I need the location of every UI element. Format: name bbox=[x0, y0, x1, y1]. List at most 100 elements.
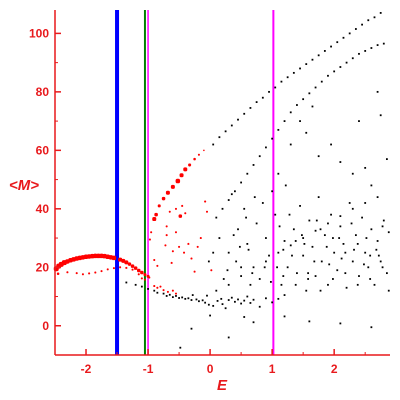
black-point bbox=[385, 272, 388, 275]
red-point bbox=[66, 271, 69, 274]
y-tick-label: 0 bbox=[42, 319, 49, 333]
black-point bbox=[379, 260, 382, 263]
black-point bbox=[333, 70, 336, 73]
red-point bbox=[179, 173, 184, 178]
black-point bbox=[332, 237, 334, 239]
red-point bbox=[190, 257, 193, 260]
red-point bbox=[118, 257, 123, 262]
black-point bbox=[190, 299, 193, 301]
red-point bbox=[153, 258, 156, 261]
black-point bbox=[385, 158, 388, 161]
red-points-series bbox=[53, 149, 213, 295]
black-point bbox=[283, 120, 286, 123]
y-tick-label: 40 bbox=[36, 202, 50, 216]
black-point bbox=[381, 266, 384, 269]
red-point bbox=[168, 210, 171, 213]
black-point bbox=[330, 45, 332, 48]
black-point bbox=[232, 234, 235, 237]
black-point bbox=[220, 297, 223, 300]
black-point bbox=[291, 254, 293, 257]
black-point bbox=[299, 120, 301, 123]
black-point bbox=[243, 316, 246, 318]
black-point bbox=[387, 231, 390, 234]
black-point bbox=[344, 272, 347, 275]
black-point bbox=[387, 289, 390, 292]
black-point bbox=[319, 289, 322, 292]
black-point bbox=[277, 172, 280, 175]
red-point bbox=[140, 277, 143, 280]
black-point bbox=[237, 118, 239, 121]
red-point bbox=[174, 231, 177, 234]
black-point bbox=[296, 104, 298, 106]
black-point bbox=[175, 295, 177, 297]
red-point bbox=[175, 178, 181, 184]
black-point bbox=[240, 275, 243, 277]
red-point bbox=[81, 273, 84, 276]
black-point bbox=[351, 207, 354, 210]
black-point bbox=[377, 254, 380, 257]
black-point bbox=[209, 314, 211, 317]
red-point bbox=[124, 260, 129, 265]
black-point bbox=[179, 346, 182, 349]
black-point bbox=[364, 166, 367, 169]
black-point bbox=[263, 266, 266, 269]
black-point bbox=[327, 222, 329, 225]
black-point bbox=[379, 12, 382, 14]
black-point bbox=[230, 193, 233, 196]
black-point bbox=[338, 237, 341, 239]
black-point bbox=[237, 298, 239, 301]
red-point bbox=[156, 264, 159, 267]
black-point bbox=[367, 19, 370, 22]
black-point bbox=[282, 248, 285, 251]
black-point bbox=[308, 219, 311, 222]
black-point bbox=[212, 251, 215, 254]
black-point bbox=[230, 124, 233, 127]
black-point bbox=[156, 291, 159, 294]
black-point bbox=[373, 283, 376, 286]
black-point bbox=[319, 228, 322, 231]
black-point bbox=[339, 215, 342, 218]
black-point bbox=[315, 219, 318, 222]
red-point bbox=[164, 244, 167, 247]
black-point bbox=[354, 234, 357, 237]
black-point bbox=[286, 76, 289, 79]
black-point bbox=[302, 98, 305, 101]
red-point bbox=[183, 251, 186, 254]
black-point bbox=[237, 228, 239, 231]
black-point bbox=[292, 71, 295, 74]
black-point bbox=[376, 196, 379, 199]
black-point bbox=[207, 260, 210, 263]
black-point bbox=[333, 251, 336, 254]
black-point bbox=[314, 275, 317, 277]
black-point bbox=[336, 41, 339, 44]
black-point bbox=[212, 143, 215, 146]
red-point bbox=[210, 269, 213, 272]
y-tick-label: 80 bbox=[36, 85, 50, 99]
black-point bbox=[305, 131, 308, 134]
red-point bbox=[204, 200, 207, 203]
black-point bbox=[162, 292, 165, 295]
black-point bbox=[240, 181, 243, 184]
black-point bbox=[140, 285, 143, 288]
red-point bbox=[170, 184, 175, 189]
black-point bbox=[227, 283, 230, 286]
black-point bbox=[317, 155, 320, 158]
red-point bbox=[56, 272, 60, 275]
black-point bbox=[258, 278, 261, 280]
red-point bbox=[133, 266, 138, 270]
black-point bbox=[369, 254, 372, 257]
black-point bbox=[277, 297, 280, 300]
black-point bbox=[299, 204, 301, 207]
black-point bbox=[328, 263, 331, 266]
black-point bbox=[274, 213, 277, 216]
black-point bbox=[345, 286, 348, 289]
black-point bbox=[224, 130, 227, 133]
red-point bbox=[166, 290, 169, 293]
black-point bbox=[353, 248, 355, 251]
black-point bbox=[370, 47, 373, 49]
red-point bbox=[159, 285, 162, 288]
black-point bbox=[303, 242, 306, 245]
red-point bbox=[156, 286, 159, 289]
red-point bbox=[137, 268, 141, 273]
black-point bbox=[339, 66, 342, 68]
